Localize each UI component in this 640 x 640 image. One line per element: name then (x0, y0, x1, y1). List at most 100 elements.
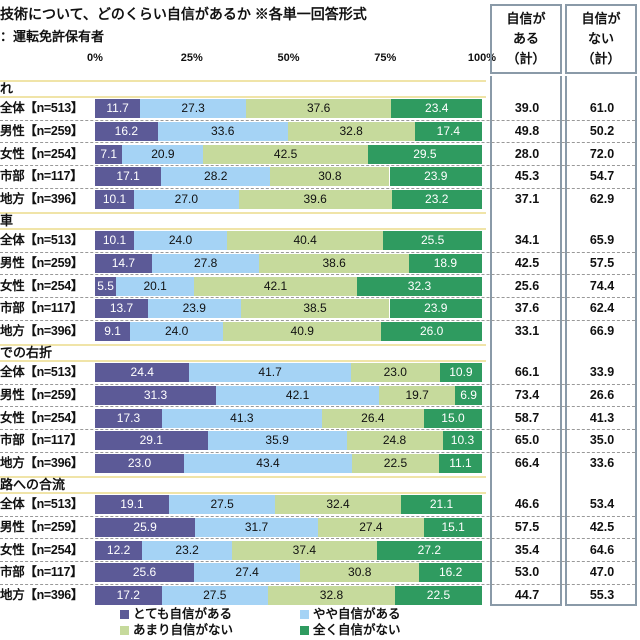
not-confident-total: 50.2 (589, 123, 615, 138)
row-divider (0, 538, 635, 540)
bar-segment: 35.9 (207, 431, 347, 451)
bar-segment: 11.1 (439, 454, 482, 474)
not-confident-total: 62.9 (589, 192, 615, 207)
bar-segment: 19.1 (95, 495, 169, 514)
bar-segment: 30.8 (300, 563, 420, 583)
bar-segment: 18.9 (408, 253, 482, 273)
section-header: れ (0, 80, 486, 98)
bar-segment: 39.6 (238, 190, 392, 210)
row-divider (0, 561, 635, 563)
row-divider (0, 297, 635, 299)
bar-segment: 32.8 (287, 121, 415, 141)
bar-segment: 40.4 (226, 231, 384, 250)
bar-segment: 19.7 (379, 385, 456, 405)
not-confident-total: 53.4 (589, 497, 615, 511)
bar-segment: 27.5 (161, 586, 268, 606)
not-confident-total: 33.9 (589, 365, 615, 379)
bar-segment: 25.9 (95, 517, 196, 537)
row-divider (0, 251, 635, 253)
row-label: 男性【n=259】 (0, 387, 84, 402)
row-divider (0, 119, 635, 121)
confident-total: 42.5 (514, 255, 540, 270)
bar-segment: 7.1 (95, 144, 123, 164)
bar-segment: 28.2 (161, 167, 271, 187)
bar-segment: 27.2 (376, 540, 482, 560)
confident-total: 46.6 (514, 497, 540, 511)
bar-segment: 9.1 (95, 322, 131, 342)
not-confident-total: 57.5 (589, 255, 615, 270)
row-divider (0, 406, 635, 408)
x-tick-label: 50% (277, 52, 300, 64)
not-confident-total: 41.3 (589, 410, 615, 425)
bar-segment: 22.5 (394, 586, 482, 606)
bar-segment: 41.3 (161, 408, 322, 428)
row-divider (0, 451, 635, 453)
bar-segment: 15.0 (423, 408, 482, 428)
row-label: 男性【n=259】 (0, 123, 84, 138)
bar-segment: 29.5 (367, 144, 482, 164)
legend: とても自信がある やや自信がある あまり自信がない 全く自信がない (120, 607, 500, 639)
bar-segment: 10.1 (95, 231, 135, 250)
row-label: 全体【n=513】 (0, 101, 84, 115)
bar-segment: 31.7 (195, 517, 318, 537)
bar-segment: 13.7 (95, 299, 149, 319)
confident-total-header: 自信が ある （計） (490, 4, 562, 74)
bar-segment: 26.4 (321, 408, 424, 428)
not-confident-total: 64.6 (589, 542, 615, 557)
bar-segment: 23.9 (389, 167, 482, 187)
bar-segment: 11.7 (95, 99, 141, 118)
row-divider (0, 429, 635, 431)
row-label: 女性【n=254】 (0, 146, 84, 161)
row-label: 市部【n=117】 (0, 301, 83, 316)
bar-segment: 17.3 (95, 408, 162, 428)
confident-total: 58.7 (514, 410, 540, 425)
confident-total: 53.0 (514, 565, 540, 580)
bar-segment: 6.9 (455, 385, 482, 405)
legend-swatch (300, 610, 309, 619)
x-tick-label: 25% (180, 52, 203, 64)
bar-segment: 32.4 (275, 495, 401, 514)
bar-segment: 27.8 (151, 253, 260, 273)
bar-segment: 41.7 (189, 363, 351, 382)
row-label: 地方【n=396】 (0, 324, 84, 339)
bar-segment: 26.0 (381, 322, 482, 342)
row-label: 女性【n=254】 (0, 278, 84, 293)
legend-item: とても自信がある (120, 607, 232, 622)
row-label: 市部【n=117】 (0, 433, 83, 448)
bar-segment: 23.2 (391, 190, 482, 210)
bar-segment: 29.1 (95, 431, 208, 451)
not-confident-total: 33.6 (589, 456, 615, 471)
bar-segment: 23.4 (391, 99, 482, 118)
bar-segment: 27.3 (140, 99, 246, 118)
row-label: 地方【n=396】 (0, 456, 84, 471)
bar-segment: 42.1 (216, 385, 380, 405)
not-confident-total: 42.5 (589, 519, 615, 534)
confident-total: 28.0 (514, 146, 540, 161)
bar-segment: 24.0 (130, 322, 224, 342)
bar-segment: 27.5 (168, 495, 276, 514)
confident-total-column (490, 76, 562, 606)
bar-segment: 20.1 (116, 276, 195, 296)
bar-segment: 15.1 (423, 517, 483, 537)
bar-segment: 10.9 (439, 363, 482, 382)
confident-total: 34.1 (514, 233, 540, 247)
confident-total: 25.6 (514, 278, 540, 293)
row-label: 市部【n=117】 (0, 565, 83, 580)
confident-total: 44.7 (514, 588, 540, 603)
row-label: 男性【n=259】 (0, 519, 84, 534)
bar-segment: 10.1 (95, 190, 135, 210)
row-divider (0, 142, 635, 144)
bar-segment: 25.5 (383, 231, 482, 250)
bar-segment: 23.0 (350, 363, 440, 382)
bar-segment: 30.8 (270, 167, 390, 187)
row-divider (0, 165, 635, 167)
x-tick-label: 0% (87, 52, 103, 64)
not-confident-total: 66.9 (589, 324, 615, 339)
row-label: 全体【n=513】 (0, 365, 84, 379)
legend-swatch (120, 610, 129, 619)
confident-total: 37.6 (514, 301, 540, 316)
confident-total: 73.4 (514, 387, 540, 402)
confident-total: 37.1 (514, 192, 540, 207)
bar-segment: 23.9 (148, 299, 241, 319)
confident-total: 35.4 (514, 542, 540, 557)
